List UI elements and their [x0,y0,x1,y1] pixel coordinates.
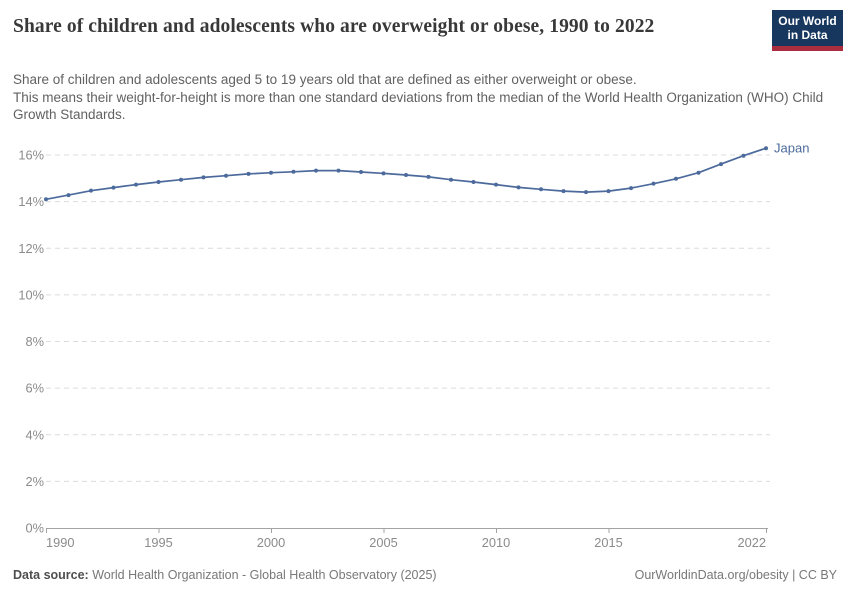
x-tick-label: 2005 [369,535,397,550]
data-point-marker[interactable] [314,168,318,173]
owid-logo[interactable]: Our World in Data [772,10,843,51]
data-point-marker[interactable] [426,174,431,179]
data-point-marker[interactable] [741,153,746,158]
data-point-marker[interactable] [246,171,251,176]
data-point-marker[interactable] [111,185,116,190]
x-tick-label: 2015 [594,535,622,550]
data-point-marker[interactable] [134,182,138,187]
data-point-marker[interactable] [381,171,386,176]
y-tick-label: 10% [18,287,44,302]
subtitle-sentence-2: This means their weight-for-height is mo… [13,89,824,123]
data-point-marker[interactable] [651,181,656,186]
data-point-marker[interactable] [629,186,633,191]
page-title: Share of children and adolescents who ar… [13,16,655,37]
y-tick-label: 12% [18,241,44,256]
data-point-marker[interactable] [561,189,566,194]
x-tick-label: 1995 [144,535,172,550]
data-point-marker[interactable] [696,170,701,175]
data-point-marker[interactable] [156,180,161,185]
data-point-marker[interactable] [291,169,296,174]
chart-subtitle: Share of children and adolescents aged 5… [13,71,837,124]
data-point-marker[interactable] [539,187,543,192]
y-gridlines: 0% 2% 4% 6% 8% 10% 12% 14% 16% [18,148,770,536]
x-tick-label: 1990 [46,535,74,550]
data-point-marker[interactable] [89,188,93,193]
y-tick-label: 16% [18,148,44,163]
data-source-label: Data source: [13,568,89,582]
y-tick-label: 8% [26,334,45,349]
data-point-marker[interactable] [719,162,723,167]
owid-logo-line1: Our World [778,14,837,28]
owid-logo-text: Our World in Data [772,10,843,46]
y-tick-label: 4% [26,427,45,442]
data-point-marker[interactable] [269,170,273,175]
y-tick-label: 0% [26,521,45,536]
subtitle-sentence-1: Share of children and adolescents aged 5… [13,72,637,87]
x-tick-label: 2022 [738,535,766,550]
owid-logo-line2: in Data [787,27,828,42]
y-tick-label: 6% [26,381,45,396]
x-axis: 1990 1995 2000 2005 2010 2015 2022 [46,529,767,550]
data-point-marker[interactable] [584,190,588,195]
chart-footer: Data source: World Health Organization -… [13,568,837,582]
data-point-marker[interactable] [179,177,183,182]
owid-logo-stripe [772,46,843,51]
data-point-marker[interactable] [674,176,678,181]
data-point-marker[interactable] [516,185,521,190]
y-tick-label: 14% [18,194,44,209]
data-point-marker[interactable] [224,173,228,178]
data-point-marker[interactable] [449,177,453,182]
data-source-text: World Health Organization - Global Healt… [88,568,437,582]
attribution-link[interactable]: OurWorldinData.org/obesity | CC BY [634,568,837,582]
data-point-marker[interactable] [471,180,476,185]
data-point-marker[interactable] [336,168,341,173]
data-point-marker[interactable] [764,146,768,151]
data-point-marker[interactable] [44,197,48,202]
data-source-note: Data source: World Health Organization -… [13,568,437,582]
x-tick-label: 2010 [482,535,510,550]
data-point-marker[interactable] [66,193,71,198]
y-tick-label: 2% [26,474,45,489]
data-point-marker[interactable] [494,182,498,187]
series-markers [44,146,768,202]
data-point-marker[interactable] [201,175,206,180]
entity-label[interactable]: Japan [774,141,809,156]
data-point-marker[interactable] [404,173,408,178]
x-tick-label: 2000 [257,535,285,550]
data-point-marker[interactable] [606,189,611,194]
data-point-marker[interactable] [359,170,363,175]
